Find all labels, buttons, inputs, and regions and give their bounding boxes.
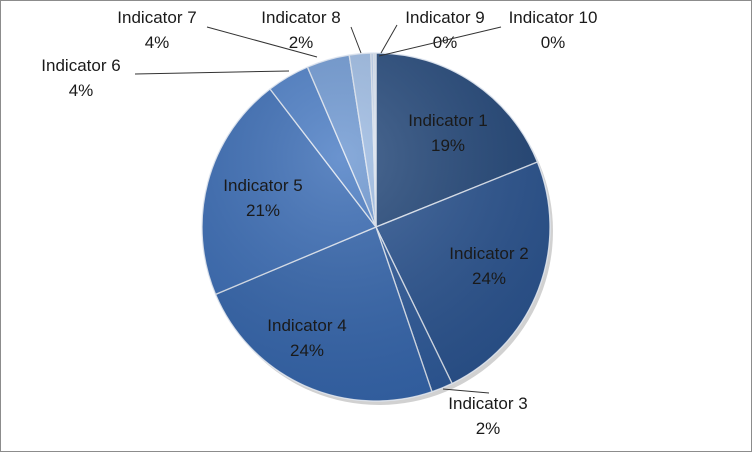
slice-label-7: Indicator 7 — [117, 8, 196, 27]
slice-label-10: Indicator 10 — [509, 8, 598, 27]
slice-label-6: Indicator 6 — [41, 56, 120, 75]
slice-percent-10: 0% — [541, 33, 566, 52]
slice-label-4: Indicator 4 — [267, 316, 346, 335]
slice-label-3: Indicator 3 — [448, 394, 527, 413]
slice-percent-1: 19% — [431, 136, 465, 155]
slice-percent-6: 4% — [69, 81, 94, 100]
slice-label-9: Indicator 9 — [405, 8, 484, 27]
slice-percent-2: 24% — [472, 269, 506, 288]
slice-percent-9: 0% — [433, 33, 458, 52]
slice-percent-5: 21% — [246, 201, 280, 220]
leader-line-3 — [442, 388, 490, 394]
leader-line-9 — [380, 24, 398, 54]
leader-line-6 — [134, 70, 290, 75]
leader-line-8 — [350, 26, 362, 54]
slice-label-1: Indicator 1 — [408, 111, 487, 130]
slice-percent-7: 4% — [145, 33, 170, 52]
slice-label-5: Indicator 5 — [223, 176, 302, 195]
slice-percent-3: 2% — [476, 419, 501, 438]
slice-percent-4: 24% — [290, 341, 324, 360]
slice-label-2: Indicator 2 — [449, 244, 528, 263]
leader-line-7 — [206, 26, 318, 58]
slice-percent-8: 2% — [289, 33, 314, 52]
slice-label-8: Indicator 8 — [261, 8, 340, 27]
leader-line-10 — [378, 26, 502, 57]
